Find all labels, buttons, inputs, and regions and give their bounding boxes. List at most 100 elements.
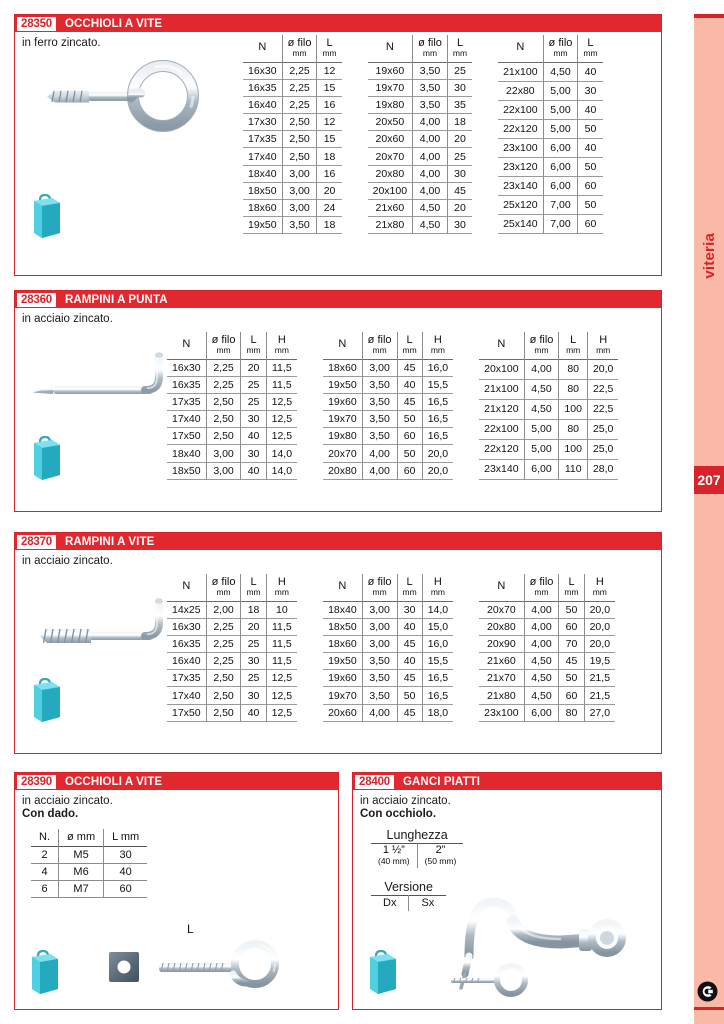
table-row: 19x50 3,50 40 15,5 bbox=[323, 376, 454, 394]
table-cell-2: 45 bbox=[396, 669, 423, 687]
table-row: 16x35 2,25 25 11,5 bbox=[167, 635, 298, 653]
table-cell-1: 3,00 bbox=[361, 601, 398, 619]
table-cell-1: 6,00 bbox=[542, 138, 578, 158]
section-subtitle: in acciaio zincato. bbox=[22, 313, 113, 325]
table-row: 20x80 4,00 30 bbox=[367, 165, 473, 183]
dimension-label-l: L bbox=[187, 922, 194, 936]
table-cell-1: 3,00 bbox=[361, 635, 398, 653]
table-cell-2: 20 bbox=[446, 199, 473, 217]
table-cell-2: 45 bbox=[396, 359, 423, 377]
section-header: 28400 GANCI PIATTI bbox=[353, 773, 661, 790]
section-28350: 28350 OCCHIOLI A VITE in ferro zincato. bbox=[14, 14, 662, 276]
length-table: 1 ½” (40 mm) 2” (50 mm) bbox=[371, 843, 464, 868]
table-cell-2: 16 bbox=[316, 96, 342, 114]
table-row: 21x100 4,50 80 22,5 bbox=[479, 379, 619, 400]
table-cell-2: 25 bbox=[446, 147, 473, 166]
table-cell-2: 60 bbox=[558, 618, 585, 636]
table-cell-1: 2,50 bbox=[281, 130, 317, 148]
table-cell-0: 17x50 bbox=[172, 706, 201, 719]
table-cell-2: 60 bbox=[396, 462, 423, 480]
table-row: 1 ½” (40 mm) 2” (50 mm) bbox=[371, 843, 464, 868]
table-row: 22x120 5,00 100 25,0 bbox=[479, 439, 619, 460]
table-cell-1: 3,50 bbox=[361, 686, 398, 705]
table-cell-1: 2,50 bbox=[205, 686, 241, 705]
table-row: 18x40 3,00 16 bbox=[243, 165, 342, 183]
col-head-diam: ø mm bbox=[57, 829, 104, 846]
table-cell-2: 30 bbox=[396, 601, 423, 619]
length-cell-1: 1 ½” (40 mm) bbox=[378, 844, 410, 867]
table-cell-0: 21x80 bbox=[375, 219, 405, 232]
table-cell-3: 10 bbox=[265, 601, 298, 619]
table-cell-2: 40 bbox=[577, 138, 603, 158]
table-cell-3: 18,0 bbox=[421, 704, 454, 722]
table-cell-3: 20,0 bbox=[421, 462, 454, 480]
product-code-chip: 28360 bbox=[17, 292, 56, 307]
table-cell-0: 20x80 bbox=[487, 620, 516, 633]
section-28390: 28390 OCCHIOLI A VITE in acciaio zincato… bbox=[14, 772, 339, 1010]
table-cell-0: 20x70 bbox=[375, 150, 405, 163]
table-row: 16x30 2,25 20 11,5 bbox=[167, 618, 298, 636]
table-cell-0: 20x50 bbox=[375, 116, 405, 129]
table-cell-1: 3,50 bbox=[361, 652, 398, 670]
table-cell-1: 2,25 bbox=[281, 96, 317, 114]
table-body: 20x100 4,00 80 20,0 21x100 4,50 80 22,5 21x120 4,… bbox=[479, 359, 619, 480]
table-cell-2: 60 bbox=[558, 686, 585, 705]
table-cell-0: 18x50 bbox=[248, 184, 277, 197]
table-cell-2: 60 bbox=[396, 427, 423, 445]
table-row: 20x90 4,00 70 20,0 bbox=[479, 635, 616, 653]
table-cell-3: 11,5 bbox=[265, 618, 298, 636]
section-subtitle: in acciaio zincato. Con dado. bbox=[22, 795, 113, 821]
table-cell-1: 3,00 bbox=[281, 182, 317, 200]
table-cell-0: 19x70 bbox=[328, 689, 357, 702]
table-cell-2: 110 bbox=[558, 459, 588, 480]
table-cell-1: 2,50 bbox=[281, 113, 317, 131]
table-cell-1: 3,00 bbox=[281, 199, 317, 217]
table-cell-0: 4 bbox=[41, 865, 48, 878]
table-cell-1: 3,50 bbox=[361, 410, 398, 428]
table-cell-2: 18 bbox=[446, 113, 473, 131]
col-head-diam: ø filo mm bbox=[523, 574, 559, 601]
table-cell-0: 20x90 bbox=[487, 637, 516, 650]
table-cell-0: 17x40 bbox=[172, 413, 201, 426]
table-cell-1: 4,00 bbox=[412, 182, 448, 200]
table-cell-2: 50 bbox=[396, 686, 423, 705]
table-cell-1: 6,00 bbox=[542, 176, 578, 196]
table-cell-2: 35 bbox=[446, 96, 473, 114]
table-cell-0: 16x35 bbox=[172, 378, 201, 391]
table-cell-3: 20,0 bbox=[421, 444, 454, 463]
table-cell-2: 15 bbox=[316, 79, 342, 97]
table-cell-0: 19x60 bbox=[328, 395, 357, 408]
table-row: 6 M7 60 bbox=[31, 880, 148, 897]
table-cell-2: 60 bbox=[103, 880, 148, 897]
table-cell-3: 11,5 bbox=[265, 376, 298, 394]
table-body: 16x30 2,25 20 11,5 16x35 2,25 25 11,5 17x35 2,50 2… bbox=[167, 359, 298, 480]
table-cell-0: 20x60 bbox=[328, 706, 357, 719]
table-row: 21x80 4,50 60 21,5 bbox=[479, 686, 616, 705]
point-hook-artwork bbox=[29, 346, 189, 427]
table-row: 17x30 2,50 12 bbox=[243, 113, 342, 131]
table-cell-1: 4,00 bbox=[523, 359, 559, 380]
col-head-n: N bbox=[497, 338, 506, 351]
table-cell-3: 12,5 bbox=[265, 393, 298, 411]
table-cell-2: 60 bbox=[577, 176, 603, 196]
table-row: 17x40 2,50 30 12,5 bbox=[167, 410, 298, 428]
table-row: 17x50 2,50 40 12,5 bbox=[167, 427, 298, 445]
subtitle-line1: in acciaio zincato. bbox=[22, 795, 113, 807]
table-cell-1: 4,50 bbox=[523, 399, 559, 420]
table-row: 20x70 4,00 25 bbox=[367, 147, 473, 166]
col-head-diam: ø filo mm bbox=[412, 35, 448, 62]
table-cell-0: 18x60 bbox=[248, 202, 277, 215]
table-cell-1: 3,00 bbox=[281, 165, 317, 183]
table-row: 17x35 2,50 25 12,5 bbox=[167, 393, 298, 411]
table-cell-1: 4,00 bbox=[523, 635, 559, 653]
table-cell-1: 4,00 bbox=[412, 113, 448, 131]
table-row: 19x80 3,50 35 bbox=[367, 96, 473, 114]
category-label-text: viteria bbox=[700, 233, 718, 279]
product-code-chip: 28370 bbox=[17, 534, 56, 549]
